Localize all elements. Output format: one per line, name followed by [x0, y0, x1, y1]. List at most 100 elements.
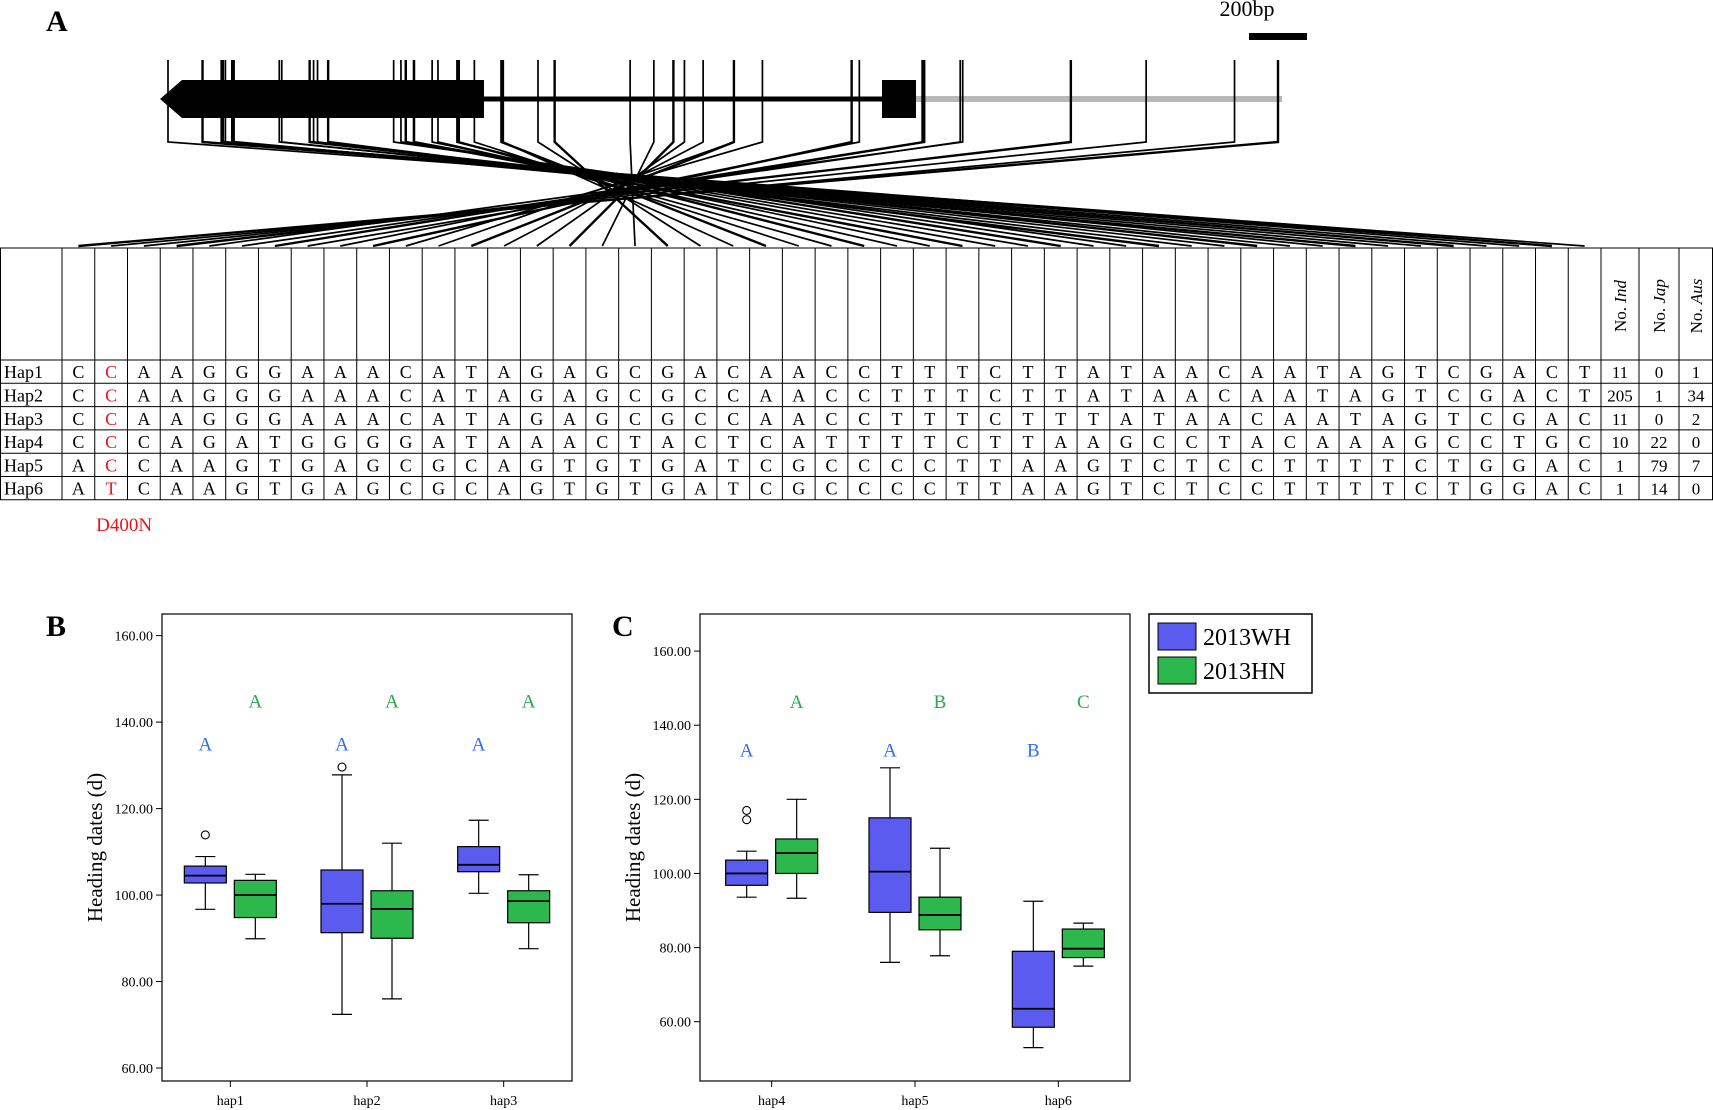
allele-cell: C: [760, 455, 772, 475]
snp-connector: [437, 60, 898, 247]
allele-cell: A: [432, 362, 445, 382]
allele-cell: T: [1350, 479, 1361, 499]
allele-cell: T: [269, 432, 280, 452]
allele-cell: A: [1087, 385, 1100, 405]
x-tick-label: hap5: [901, 1094, 928, 1109]
significance-letter: B: [934, 692, 947, 713]
allele-cell: T: [1415, 362, 1426, 382]
allele-cell: A: [1382, 409, 1395, 429]
allele-cell: G: [1513, 479, 1526, 499]
allele-cell: G: [1382, 385, 1395, 405]
x-tick-label: hap1: [217, 1094, 244, 1109]
box-body: [1061, 928, 1105, 959]
allele-cell: A: [137, 362, 150, 382]
allele-cell: A: [1054, 455, 1067, 475]
allele-cell: G: [1414, 409, 1427, 429]
allele-cell: T: [1055, 409, 1066, 429]
allele-cell: G: [268, 385, 281, 405]
allele-cell: A: [1054, 432, 1067, 452]
allele-cell: G: [203, 409, 216, 429]
box-body: [918, 896, 962, 931]
allele-cell: A: [1283, 362, 1296, 382]
allele-cell: C: [1415, 479, 1427, 499]
allele-cell: A: [1349, 385, 1362, 405]
allele-cell: G: [432, 479, 445, 499]
panel-label-c: C: [612, 610, 634, 643]
box-body: [320, 869, 364, 934]
count-jap-cell: 0: [1655, 363, 1664, 382]
allele-cell: C: [1546, 385, 1558, 405]
allele-cell: C: [72, 385, 84, 405]
allele-cell: G: [596, 385, 609, 405]
allele-cell: C: [629, 409, 641, 429]
box-outlier: [742, 805, 752, 815]
snp-connector: [405, 60, 764, 247]
y-tick-label: 60.00: [660, 1016, 692, 1031]
allele-cell: A: [694, 362, 707, 382]
allele-cell: A: [137, 409, 150, 429]
allele-cell: C: [727, 362, 739, 382]
allele-cell: T: [564, 479, 575, 499]
allele-cell: C: [105, 362, 117, 382]
allele-cell: C: [72, 362, 84, 382]
box-body: [1011, 950, 1055, 1028]
allele-cell: C: [1579, 432, 1591, 452]
y-tick-label: 60.00: [122, 1062, 154, 1077]
plot-frame: [161, 613, 573, 1082]
allele-cell: T: [891, 385, 902, 405]
allele-cell: A: [367, 362, 380, 382]
allele-cell: C: [989, 362, 1001, 382]
allele-cell: C: [1448, 362, 1460, 382]
allele-cell: A: [334, 385, 347, 405]
allele-cell: T: [1448, 455, 1459, 475]
allele-cell: C: [825, 455, 837, 475]
allele-cell: G: [530, 362, 543, 382]
legend: 2013WH 2013HN: [1148, 613, 1313, 694]
allele-cell: A: [760, 385, 773, 405]
allele-cell: A: [72, 479, 85, 499]
box-outlier: [200, 830, 210, 840]
allele-cell: C: [400, 362, 412, 382]
allele-cell: A: [334, 409, 347, 429]
significance-letter: A: [248, 691, 262, 712]
allele-cell: T: [630, 479, 641, 499]
hap-row-label: Hap3: [4, 409, 43, 429]
allele-cell: C: [858, 409, 870, 429]
allele-cell: A: [301, 362, 314, 382]
allele-cell: C: [72, 409, 84, 429]
snp-connectors: [78, 60, 1585, 248]
allele-cell: C: [1448, 385, 1460, 405]
count-header-name: Ind: [1611, 280, 1630, 304]
boxplot-panel-c: 60.00 80.00 100.00 120.00 140.00 160.00 Headin…: [621, 613, 1131, 1109]
y-tick-label: 100.00: [115, 889, 154, 904]
y-tick-label: 80.00: [122, 976, 154, 991]
snp-connector: [209, 60, 964, 247]
allele-cell: A: [563, 362, 576, 382]
allele-cell: C: [1415, 455, 1427, 475]
allele-cell: T: [1317, 385, 1328, 405]
allele-cell: C: [400, 479, 412, 499]
scale-bar-line: [1249, 33, 1307, 40]
count-header: No. Jap: [1650, 279, 1669, 333]
allele-cell: T: [630, 455, 641, 475]
allele-cell: G: [1513, 455, 1526, 475]
allele-cell: A: [301, 409, 314, 429]
allele-cell: T: [1350, 409, 1361, 429]
allele-cell: T: [891, 409, 902, 429]
box-body: [370, 890, 414, 939]
allele-cell: C: [105, 409, 117, 429]
allele-cell: G: [1480, 362, 1493, 382]
count-header-name: Jap: [1650, 279, 1669, 304]
allele-cell: G: [268, 409, 281, 429]
allele-cell: A: [661, 432, 674, 452]
allele-cell: C: [1448, 432, 1460, 452]
significance-letter: A: [335, 735, 349, 756]
allele-cell: G: [661, 385, 674, 405]
allele-cell: C: [924, 479, 936, 499]
allele-cell: A: [760, 409, 773, 429]
allele-cell: A: [498, 455, 511, 475]
allele-cell: T: [924, 385, 935, 405]
allele-cell: C: [1251, 479, 1263, 499]
allele-cell: C: [1153, 455, 1165, 475]
allele-cell: G: [1545, 432, 1558, 452]
